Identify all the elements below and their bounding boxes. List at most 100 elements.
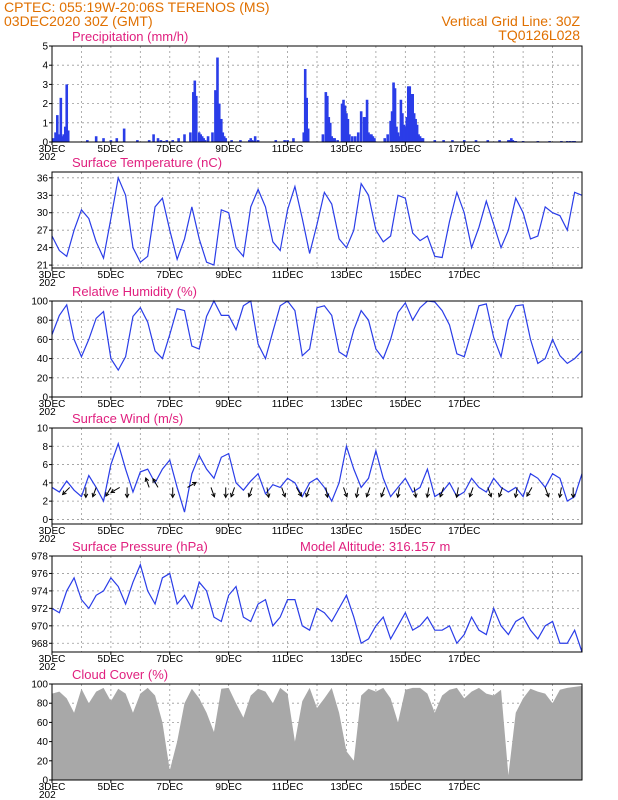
precip-bar [420, 138, 423, 142]
wind-arrow-head [265, 493, 271, 499]
humidity-xtick-label: 3DEC [39, 399, 66, 410]
precip-bar [398, 136, 401, 142]
wind-arrow-shaft [487, 487, 492, 497]
wind-arrow-shaft [325, 487, 329, 498]
temperature-frame [51, 171, 583, 269]
precip-bar [411, 94, 414, 142]
precip-bar [368, 134, 372, 142]
precip-bar [390, 111, 394, 142]
precip-bar [59, 97, 63, 142]
pressure-ytick-label: 976 [31, 569, 48, 580]
wind-arrow-head [425, 493, 431, 499]
precip-ytick-label: 4 [42, 61, 48, 72]
precip-year-label: 202 [39, 152, 56, 163]
precip-xtick-label: 3DEC [39, 144, 66, 155]
precip-bar [206, 136, 210, 142]
precip-bar [415, 124, 419, 142]
wind-arrow-shaft [343, 487, 348, 497]
precip-bar [63, 126, 67, 142]
precip-bar [404, 126, 407, 142]
humidity-xtick-label: 5DEC [98, 399, 125, 410]
precip-ytick-label: 5 [42, 42, 48, 53]
wind-arrow-shaft [380, 487, 386, 497]
cloud-ytick-label: 40 [37, 737, 49, 748]
wind-xtick-label: 15DEC [389, 526, 421, 537]
precip-bar [305, 97, 308, 142]
precip-bar [283, 140, 286, 142]
precip-bar [152, 134, 155, 142]
precip-bar [171, 140, 175, 142]
precip-xtick-label: 17DEC [448, 144, 480, 155]
wind-arrow-shaft [92, 487, 97, 497]
cloud-xtick-label: 7DEC [156, 782, 183, 793]
wind-arrow-head [110, 488, 116, 493]
precip-bar [177, 138, 180, 142]
precip-bar [395, 126, 398, 142]
precip-bar [433, 140, 437, 142]
precip-bar [386, 134, 389, 142]
wind-xtick-label: 9DEC [215, 526, 242, 537]
precip-bar [136, 140, 139, 142]
header-model-code: TQ0126L028 [498, 27, 580, 43]
precip-bar [383, 138, 387, 142]
wind-arrow-shaft [456, 487, 459, 498]
precip-bar [214, 90, 217, 142]
precip-bar [61, 136, 64, 142]
cloud-ytick-label: 100 [31, 680, 48, 691]
wind-arrow-head [230, 492, 235, 498]
wind-arrow-head [526, 492, 531, 497]
precip-bar [396, 132, 400, 142]
precip-bar [202, 138, 205, 142]
wind-arrow-head [152, 477, 157, 483]
pressure-ytick-label: 968 [31, 639, 48, 650]
wind-ytick-label: 4 [42, 478, 48, 489]
pressure-xtick-label: 13DEC [330, 654, 362, 665]
pressure-xtick-label: 7DEC [156, 654, 183, 665]
precip-bar [364, 117, 367, 142]
wind-arrow-shaft [544, 487, 550, 497]
wind-arrow-shaft [145, 477, 150, 488]
humidity-frame [51, 300, 583, 398]
precip-bar [216, 57, 219, 142]
precip-bar [486, 140, 490, 142]
temperature-xtick-label: 11DEC [272, 270, 304, 281]
cloud-frame [51, 683, 583, 781]
precip-bar [351, 136, 354, 142]
precip-bar [405, 117, 409, 142]
precip-bar [156, 138, 160, 142]
precip-bar [249, 138, 253, 142]
cloud-cover-panel: 0 20 40 60 80 100 3DEC 5DEC 7DEC 9DEC 11DEC 13DEC 15… [31, 667, 583, 800]
precip-bar [401, 113, 404, 142]
precip-bar [115, 138, 119, 142]
precip-bar [414, 118, 417, 142]
precip-bar [402, 124, 406, 142]
wind-arrow-head [570, 493, 576, 499]
precip-bar [193, 80, 197, 142]
precip-bar [406, 86, 410, 142]
precip-xtick-label: 11DEC [272, 144, 304, 155]
precip-bar [343, 105, 347, 142]
wind-arrow-shaft [210, 487, 215, 497]
humidity-xtick-label: 11DEC [272, 399, 304, 410]
wind-arrow-head [365, 492, 370, 498]
wind-arrow-head [343, 492, 349, 498]
wind-arrow-shaft [62, 487, 71, 495]
humidity-xtick-label: 13DEC [330, 399, 362, 410]
precip-xtick-label: 15DEC [389, 144, 421, 155]
wind-arrow-shaft [187, 481, 197, 488]
precip-bar [412, 113, 416, 142]
humidity-ytick-label: 40 [37, 354, 49, 365]
precip-bar [346, 118, 350, 142]
wind-year-label: 202 [39, 534, 56, 545]
precip-bar [274, 140, 278, 142]
precip-bar [211, 132, 214, 142]
precip-bar [256, 140, 260, 142]
pressure-ytick-label: 974 [31, 586, 48, 597]
wind-arrow-head [192, 481, 198, 487]
temperature-ytick-label: 24 [37, 243, 49, 254]
cloud-xtick-label: 5DEC [98, 782, 125, 793]
precip-bar [371, 136, 375, 142]
temperature-ytick-label: 33 [37, 191, 49, 202]
precip-bar [462, 140, 466, 142]
